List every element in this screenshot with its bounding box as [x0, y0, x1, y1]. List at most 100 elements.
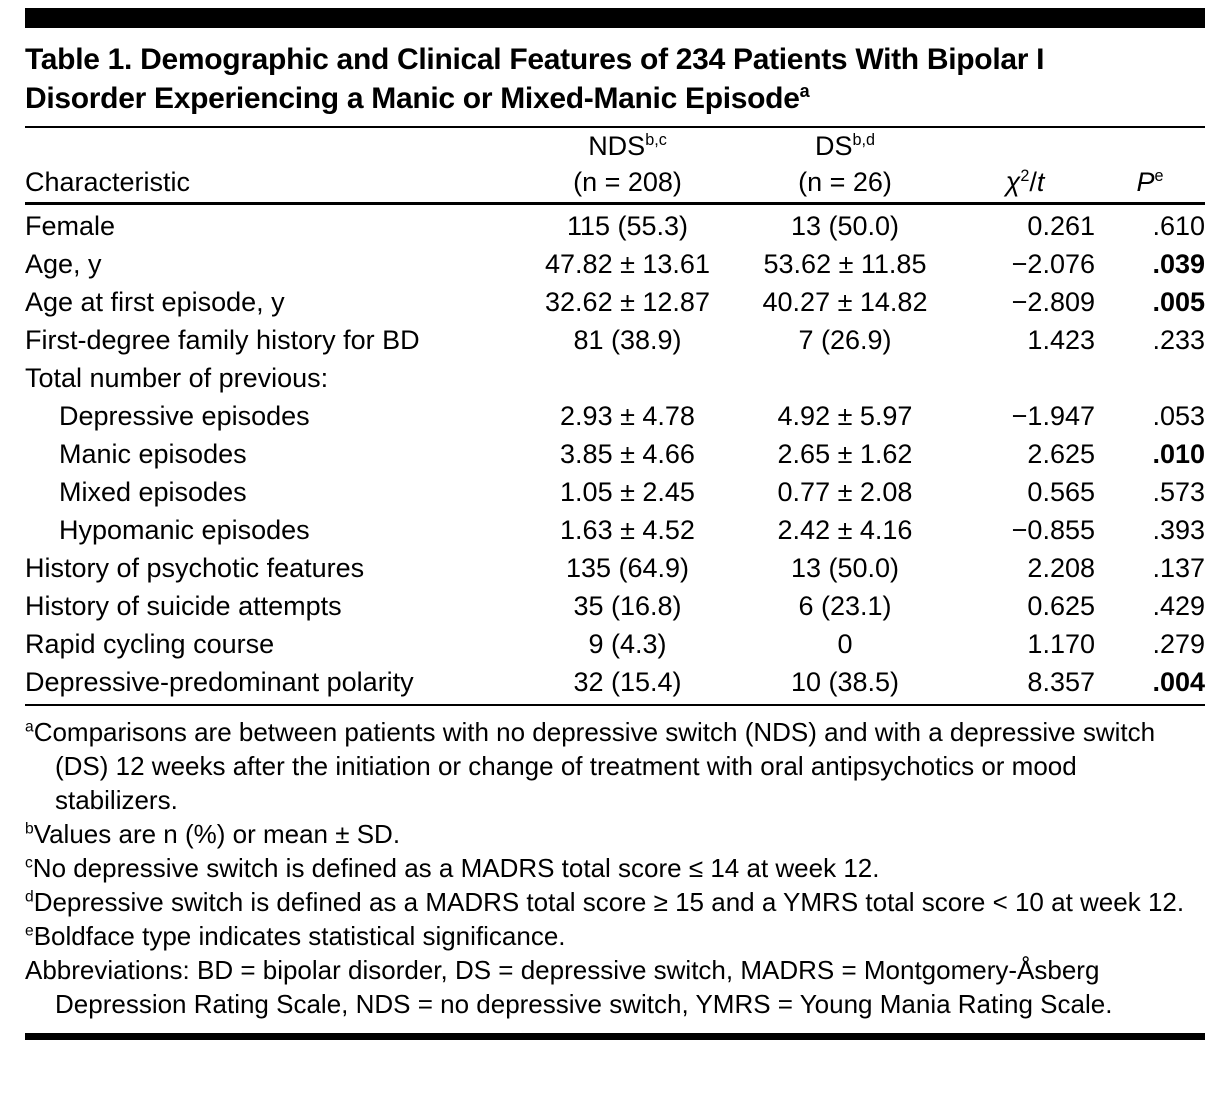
cell-ds: 13 (50.0) [790, 211, 900, 241]
cell-nds: 2.93 ± 4.78 [560, 401, 695, 431]
cell-nds: 32 (15.4) [520, 663, 735, 706]
cell-nds: 47.82 ± 13.61 [545, 249, 710, 279]
footnote-marker: b [25, 820, 34, 838]
cell-ds: 53.62 ± 11.85 [763, 249, 927, 279]
cell-characteristic: History of suicide attempts [25, 591, 342, 621]
cell-p: .053 [1152, 401, 1205, 431]
table-row: Depressive-predominant polarity 32 (15.4… [25, 663, 1205, 706]
cell-characteristic: Rapid cycling course [25, 629, 275, 659]
table-row: Hypomanic episodes 1.63 ± 4.52 2.42 ± 4.… [25, 511, 1205, 549]
cell-characteristic: Hypomanic episodes [59, 515, 310, 545]
cell-ds: 0 [837, 629, 853, 659]
table-title-line2: Disorder Experiencing a Manic or Mixed-M… [25, 81, 810, 115]
header-empty [25, 128, 520, 164]
top-rule [25, 8, 1205, 28]
cell-p: .233 [1152, 325, 1205, 355]
cell-nds: 115 (55.3) [566, 211, 689, 241]
table-title: Table 1. Demographic and Clinical Featur… [25, 40, 1205, 118]
cell-ds: 10 (38.5) [735, 663, 955, 706]
table-row: Manic episodes 3.85 ± 4.66 2.65 ± 1.62 2… [25, 435, 1205, 473]
header-characteristic: Characteristic [25, 164, 520, 205]
cell-chi2t: 1.423 [1027, 325, 1095, 355]
cell-characteristic: History of psychotic features [25, 553, 365, 583]
footnote-marker: d [25, 888, 34, 906]
header-chi2t: χ2/t [955, 164, 1095, 205]
cell-chi2t: 0.625 [1027, 591, 1095, 621]
cell-characteristic: Age at first episode, y [25, 287, 285, 317]
footnote-b: bValues are n (%) or mean ± SD. [25, 819, 401, 849]
header-group-row: NDSb,c DSb,d [25, 128, 1205, 164]
cell-ds: 2.42 ± 4.16 [777, 515, 913, 545]
header-empty [1095, 128, 1205, 164]
footnote-e: eBoldface type indicates statistical sig… [25, 921, 566, 951]
cell-p: .005 [1152, 287, 1205, 317]
cell-characteristic: Manic episodes [59, 439, 247, 469]
cell-nds: 3.85 ± 4.66 [560, 439, 695, 469]
cell-nds: 81 (38.9) [573, 325, 682, 355]
cell-chi2t: −0.855 [1011, 515, 1095, 545]
cell-nds: 135 (64.9) [565, 553, 690, 583]
footnote-d: dDepressive switch is defined as a MADRS… [25, 887, 1185, 917]
table-title-line1: Table 1. Demographic and Clinical Featur… [25, 43, 1045, 76]
cell-chi2t [955, 359, 1095, 397]
header-ds: DSb,d [814, 131, 876, 161]
cell-characteristic: Depressive-predominant polarity [25, 663, 520, 706]
footnote-a: aComparisons are between patients with n… [25, 717, 1156, 815]
table-row: Mixed episodes 1.05 ± 2.45 0.77 ± 2.08 0… [25, 473, 1205, 511]
cell-nds: 1.05 ± 2.45 [560, 477, 695, 507]
bottom-rule [25, 1033, 1205, 1040]
cell-chi2t: 2.625 [1027, 439, 1095, 469]
cell-p: .573 [1152, 477, 1205, 507]
cell-ds: 13 (50.0) [790, 553, 900, 583]
table-body: Female 115 (55.3) 13 (50.0) 0.261 .610 A… [25, 204, 1205, 706]
table-row: Age, y 47.82 ± 13.61 53.62 ± 11.85 −2.07… [25, 245, 1205, 283]
cell-nds: 35 (16.8) [573, 591, 682, 621]
cell-p: .004 [1095, 663, 1205, 706]
cell-ds: 7 (26.9) [798, 325, 892, 355]
header-p: Pe [1095, 164, 1205, 205]
cell-characteristic: Age, y [25, 249, 102, 279]
cell-characteristic: Mixed episodes [59, 477, 247, 507]
cell-ds: 4.92 ± 5.97 [777, 401, 913, 431]
table-row-group-header: Total number of previous: [25, 359, 1205, 397]
cell-chi2t: −2.076 [1011, 249, 1095, 279]
ds-footnote-marker: b,d [852, 131, 876, 149]
table-header: NDSb,c DSb,d Characteristic (n = 208) (n… [25, 128, 1205, 205]
header-nds-n: (n = 208) [520, 164, 735, 205]
cell-nds: 1.63 ± 4.52 [560, 515, 695, 545]
footnote-marker: c [25, 854, 33, 872]
cell-characteristic: Depressive episodes [59, 401, 310, 431]
cell-nds: 32.62 ± 12.87 [545, 287, 710, 317]
cell-p: .610 [1152, 211, 1205, 241]
footnote-abbreviations: Abbreviations: BD = bipolar disorder, DS… [25, 955, 1113, 1019]
cell-nds [520, 359, 735, 397]
cell-chi2t: 1.170 [1027, 629, 1095, 659]
title-footnote-marker: a [799, 81, 810, 101]
header-empty [955, 128, 1095, 164]
table-row: First-degree family history for BD 81 (3… [25, 321, 1205, 359]
cell-chi2t: 8.357 [955, 663, 1095, 706]
cell-p: .279 [1152, 629, 1205, 659]
cell-p [1095, 359, 1205, 397]
table-row: Rapid cycling course 9 (4.3) 0 1.170 .27… [25, 625, 1205, 663]
cell-chi2t: −2.809 [1011, 287, 1095, 317]
cell-characteristic: First-degree family history for BD [25, 325, 420, 355]
cell-p: .393 [1152, 515, 1205, 545]
footnote-marker: a [25, 718, 34, 736]
cell-ds [735, 359, 955, 397]
demographics-table: NDSb,c DSb,d Characteristic (n = 208) (n… [25, 128, 1205, 706]
footnotes: aComparisons are between patients with n… [25, 706, 1205, 1021]
header-nds: NDSb,c [588, 131, 667, 161]
cell-characteristic: Total number of previous: [25, 363, 329, 393]
cell-characteristic: Female [25, 211, 116, 241]
cell-p: .137 [1152, 553, 1205, 583]
cell-chi2t: 0.261 [1027, 211, 1095, 241]
table-row: Age at first episode, y 32.62 ± 12.87 40… [25, 283, 1205, 321]
footnote-c: cNo depressive switch is defined as a MA… [25, 853, 880, 883]
table-row: Female 115 (55.3) 13 (50.0) 0.261 .610 [25, 204, 1205, 246]
cell-chi2t: 0.565 [1027, 477, 1095, 507]
cell-p: .010 [1152, 439, 1205, 469]
p-footnote-marker: e [1154, 167, 1164, 185]
cell-chi2t: 2.208 [1027, 553, 1095, 583]
cell-chi2t: −1.947 [1011, 401, 1095, 431]
